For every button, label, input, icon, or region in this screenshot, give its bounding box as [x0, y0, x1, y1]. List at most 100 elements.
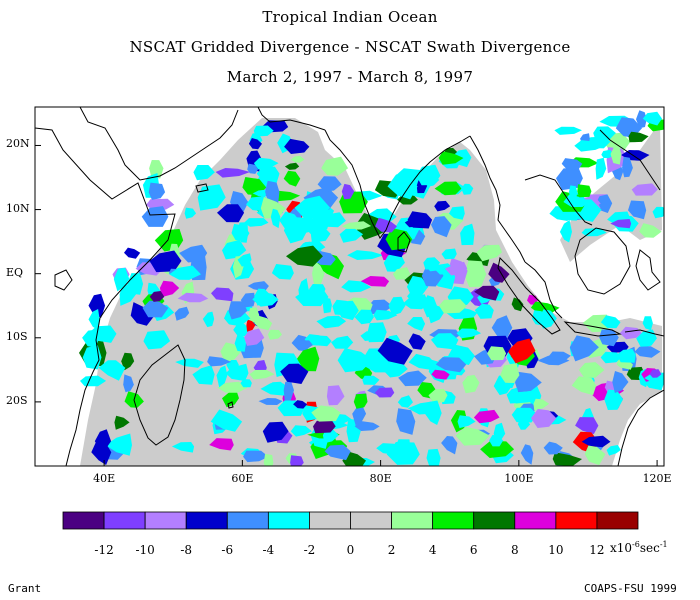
divergence-cell: [552, 452, 582, 466]
colorbar-tick-label: 12: [589, 543, 605, 557]
divergence-cell: [142, 300, 169, 318]
divergence-cell: [473, 409, 500, 424]
divergence-cell: [267, 329, 282, 340]
divergence-cell: [174, 306, 190, 321]
divergence-cell: [352, 405, 367, 426]
colorbar-swatch: [185, 511, 228, 530]
divergence-cell: [130, 302, 155, 326]
sumatra-coastline: [497, 256, 561, 335]
divergence-cell: [254, 315, 273, 331]
divergence-cell: [266, 381, 286, 390]
divergence-cell: [561, 158, 583, 170]
divergence-cell: [233, 322, 250, 338]
divergence-cell: [243, 328, 265, 346]
colorbar-tick-label: 10: [548, 543, 564, 557]
divergence-cell: [438, 299, 467, 314]
colorbar-swatch: [432, 511, 475, 530]
divergence-cell: [271, 264, 294, 280]
colorbar-tick-label: 0: [346, 543, 355, 557]
divergence-cell: [247, 281, 269, 292]
divergence-cell: [515, 371, 542, 393]
divergence-cell: [253, 157, 279, 170]
divergence-cell: [263, 453, 274, 466]
divergence-cell: [599, 329, 619, 347]
divergence-cell: [313, 419, 336, 434]
colorbar-tick-label: 4: [428, 543, 437, 557]
divergence-cell: [584, 445, 606, 466]
divergence-cell: [324, 444, 351, 461]
divergence-cell: [322, 297, 332, 314]
divergence-cell: [298, 278, 309, 303]
colorbar-tick-label: -4: [262, 543, 275, 557]
divergence-cell: [98, 360, 126, 381]
divergence-cell: [595, 157, 607, 180]
divergence-cell: [407, 211, 433, 229]
divergence-cell: [184, 207, 197, 219]
divergence-cell: [317, 176, 342, 192]
divergence-cell: [231, 223, 250, 242]
colorbar-tick-label: 8: [510, 543, 519, 557]
divergence-cell: [248, 138, 262, 150]
divergence-cell: [491, 315, 513, 340]
divergence-cell: [422, 270, 442, 281]
divergence-cell: [244, 218, 269, 227]
divergence-cell: [260, 197, 286, 219]
divergence-cell: [333, 339, 349, 349]
divergence-cell: [226, 360, 239, 372]
divergence-cell: [253, 125, 274, 137]
divergence-cell: [175, 358, 204, 368]
colorbar-swatch: [473, 511, 516, 530]
divergence-cell: [149, 291, 165, 302]
socotra-coastline: [195, 183, 209, 193]
divergence-cell: [456, 328, 482, 339]
divergence-cell: [435, 357, 467, 373]
colorbar-swatch: [555, 511, 598, 530]
divergence-cell: [480, 440, 515, 458]
divergence-cell: [143, 330, 171, 350]
divergence-cell: [367, 322, 387, 343]
divergence-cell: [339, 228, 364, 243]
colorbar-swatch: [350, 511, 392, 530]
divergence-cell: [146, 198, 175, 210]
map-title: Tropical Indian Ocean: [262, 8, 438, 26]
divergence-cell: [283, 380, 294, 401]
divergence-cell: [428, 388, 448, 404]
divergence-cell: [408, 353, 435, 370]
lat-tick-label: EQ: [6, 265, 24, 279]
lon-tick-label: 120E: [642, 472, 672, 485]
divergence-field: [79, 110, 664, 466]
divergence-cell: [119, 283, 137, 306]
map-subtitle: NSCAT Gridded Divergence - NSCAT Swath D…: [129, 38, 571, 56]
lat-tick-label: 10N: [6, 201, 30, 215]
axis-ticks: [35, 144, 658, 466]
divergence-cell: [279, 211, 300, 230]
divergence-cell: [215, 168, 251, 178]
divergence-cell: [91, 439, 112, 465]
divergence-cell: [610, 146, 622, 165]
colorbar-tick-label: -2: [303, 543, 316, 557]
divergence-cell: [310, 226, 331, 243]
divergence-cell: [464, 260, 487, 288]
divergence-cell: [444, 261, 468, 276]
colorbar-swatch: [391, 511, 434, 530]
divergence-cell: [121, 352, 135, 371]
divergence-cell: [290, 455, 304, 466]
divergence-cell: [393, 439, 411, 465]
divergence-cell: [211, 287, 234, 302]
colorbar-swatch: [514, 511, 557, 530]
divergence-cell: [634, 346, 661, 358]
divergence-cell: [500, 363, 520, 383]
divergence-cell: [461, 183, 474, 195]
sunda-islands-coastline: [624, 329, 664, 337]
organization-credit: COAPS-FSU 1999: [584, 582, 677, 595]
plot-frame: [34, 106, 665, 467]
divergence-cell: [474, 285, 500, 301]
divergence-cell: [210, 409, 243, 432]
australia-coastline: [617, 389, 664, 466]
divergence-cell: [441, 248, 457, 260]
divergence-cell: [563, 194, 590, 207]
divergence-cell: [222, 239, 247, 260]
divergence-cell: [202, 311, 215, 328]
divergence-cell: [511, 297, 524, 312]
malay-coastline: [524, 261, 563, 319]
